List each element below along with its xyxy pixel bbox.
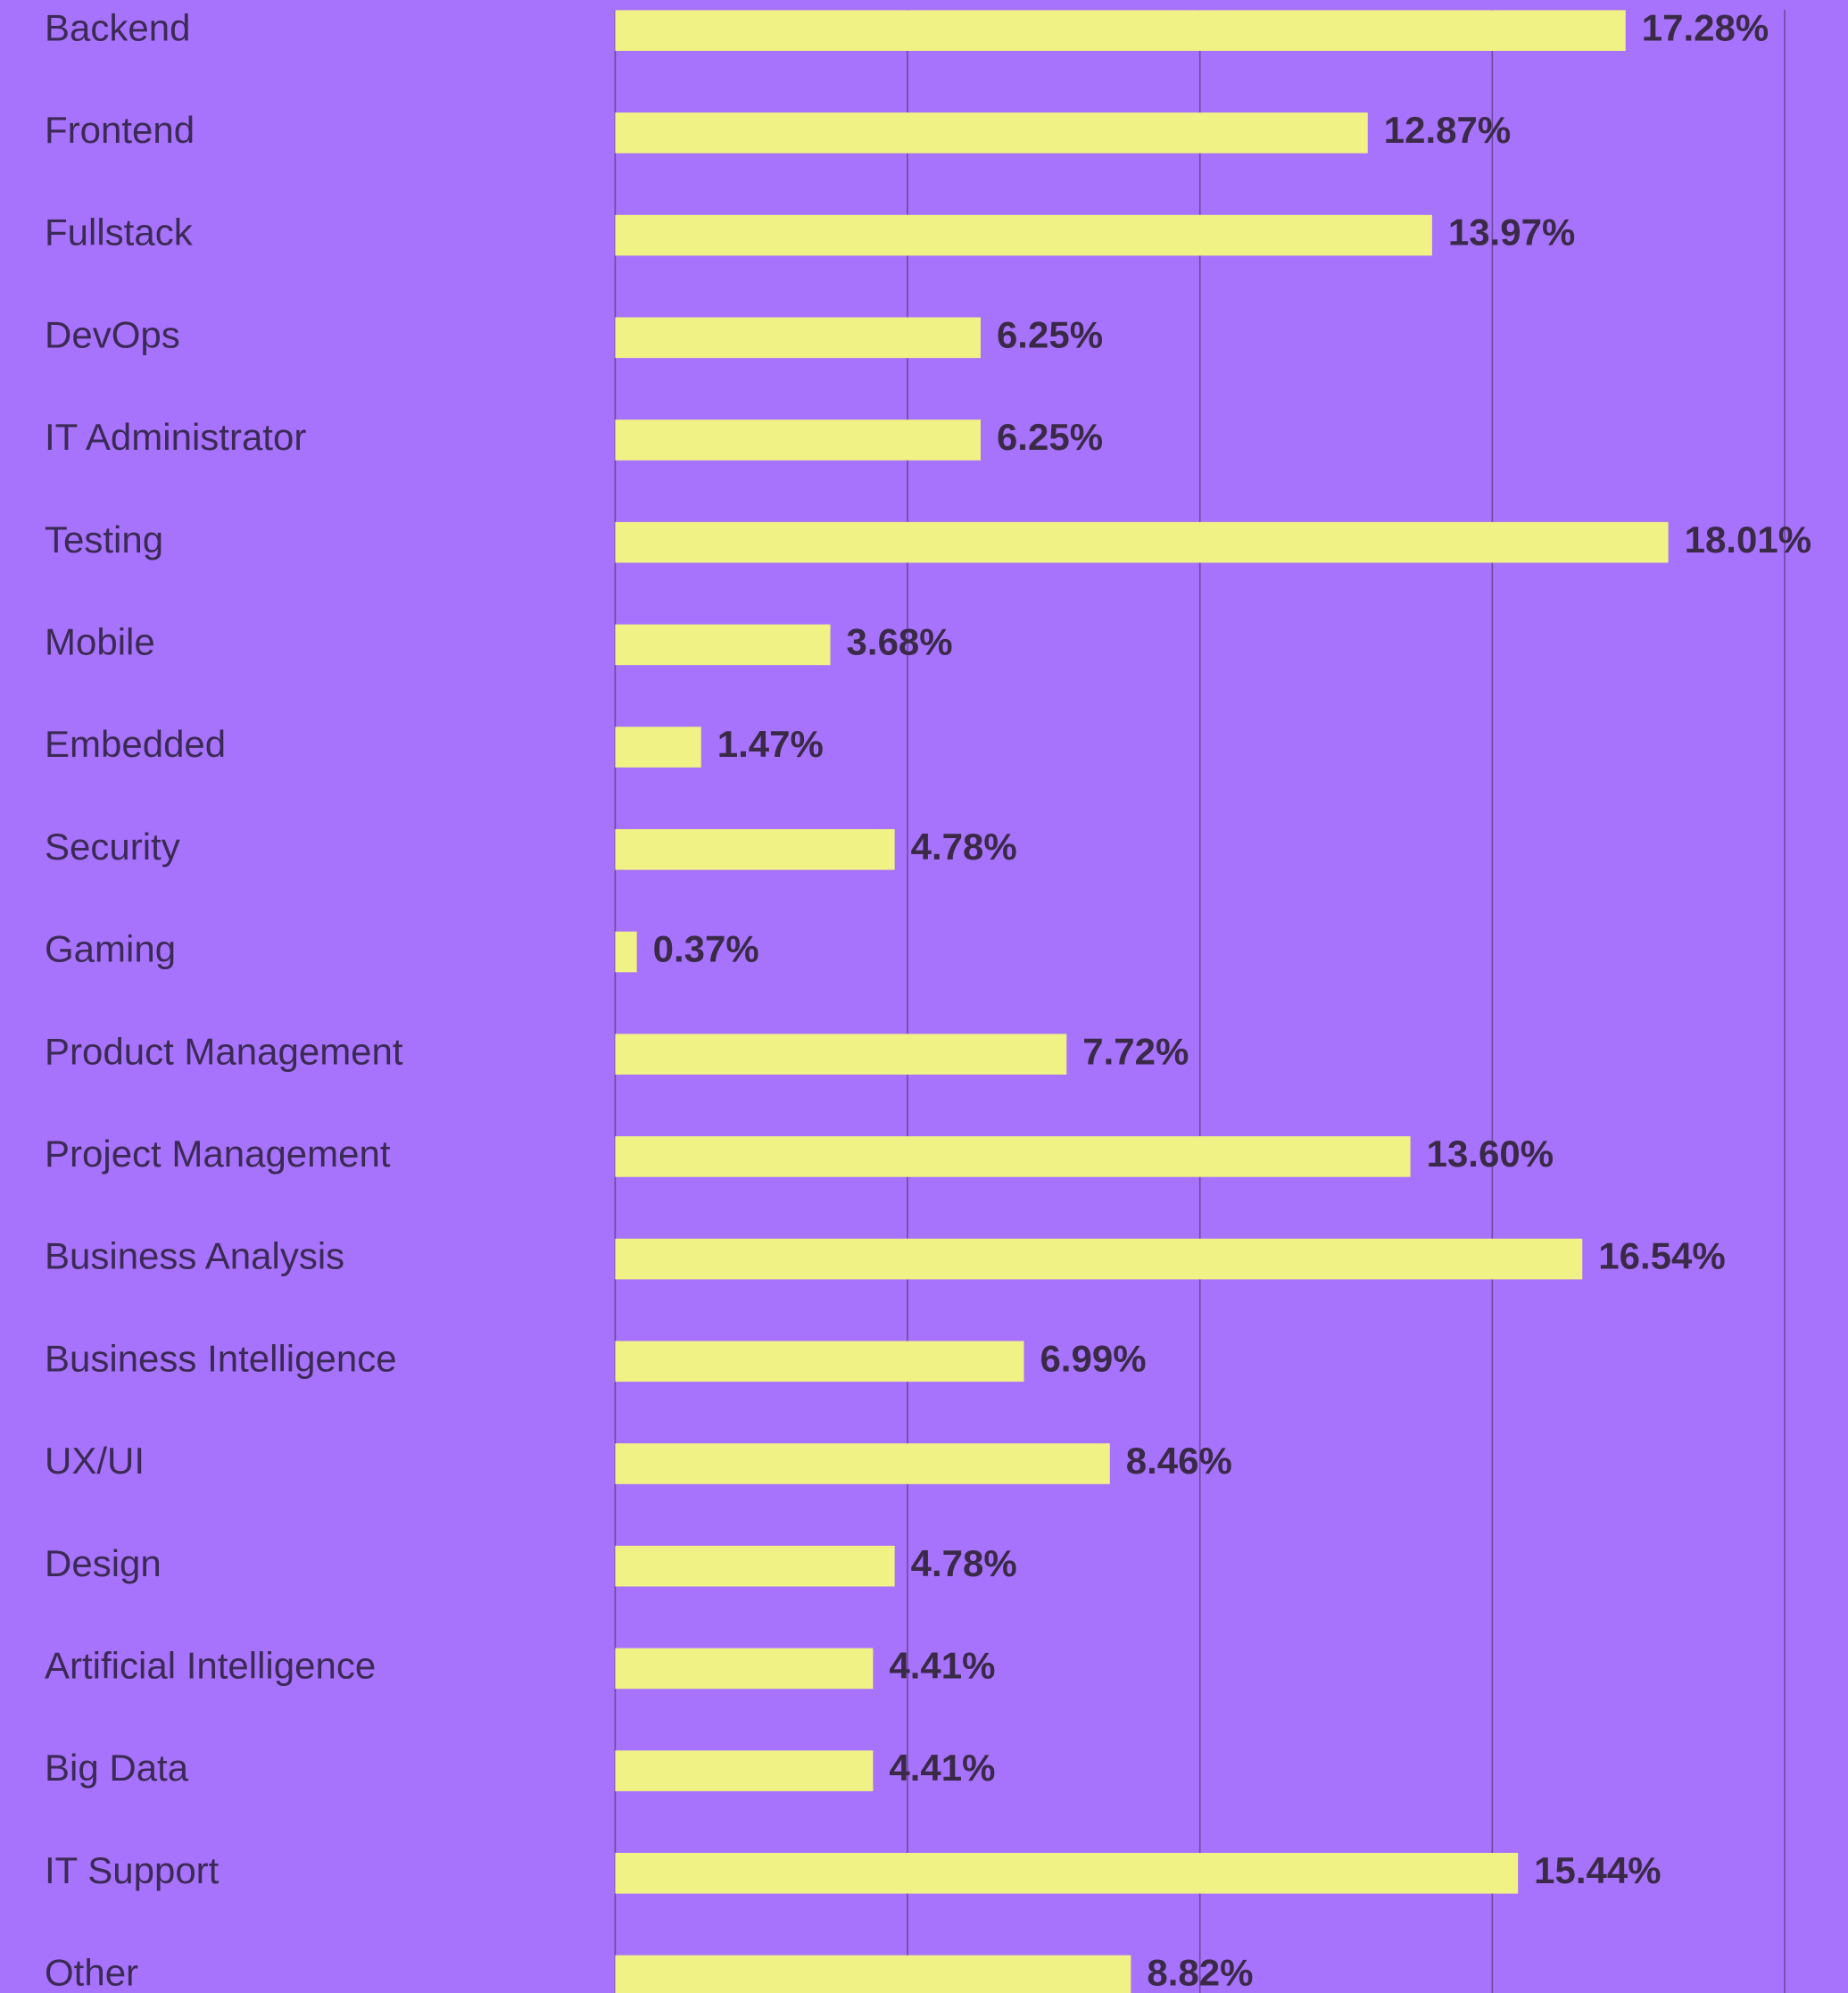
category-label: Embedded — [45, 723, 226, 765]
category-label: Security — [45, 826, 180, 868]
category-label: Business Analysis — [45, 1235, 344, 1277]
value-label: 8.46% — [1126, 1440, 1232, 1482]
category-label: Other — [45, 1952, 138, 1993]
bar — [615, 1545, 895, 1587]
value-label: 1.47% — [717, 723, 824, 765]
category-label: Project Management — [45, 1133, 391, 1175]
bar — [615, 1955, 1131, 1993]
bar — [615, 1034, 1067, 1075]
value-label: 17.28% — [1642, 6, 1769, 48]
value-label: 0.37% — [653, 928, 759, 970]
category-label: Backend — [45, 6, 190, 48]
bar — [615, 521, 1669, 563]
category-label: Fullstack — [45, 212, 194, 253]
bar — [615, 1341, 1024, 1383]
value-label: 12.87% — [1384, 109, 1511, 151]
value-label: 4.78% — [911, 1542, 1017, 1584]
category-label: Design — [45, 1542, 162, 1584]
value-label: 7.72% — [1082, 1030, 1189, 1072]
category-label: Big Data — [45, 1747, 189, 1789]
bar — [615, 624, 831, 666]
value-label: 4.41% — [889, 1644, 995, 1686]
category-label: IT Support — [45, 1849, 220, 1891]
category-label: Gaming — [45, 928, 176, 970]
value-label: 13.60% — [1427, 1133, 1554, 1175]
value-label: 8.82% — [1147, 1952, 1253, 1993]
bar — [615, 214, 1432, 256]
value-label: 6.25% — [997, 313, 1103, 355]
value-label: 16.54% — [1598, 1235, 1725, 1277]
bar — [615, 1238, 1583, 1280]
value-label: 4.78% — [911, 826, 1017, 868]
bar — [615, 727, 701, 768]
value-label: 15.44% — [1534, 1849, 1661, 1891]
value-label: 3.68% — [847, 620, 953, 662]
value-label: 4.41% — [889, 1747, 995, 1789]
category-label: Frontend — [45, 109, 195, 151]
bar — [615, 10, 1626, 51]
bar — [615, 1750, 874, 1791]
category-label: Product Management — [45, 1030, 403, 1072]
bar — [615, 317, 981, 359]
bar — [615, 1136, 1411, 1177]
bar — [615, 829, 895, 870]
category-label: Testing — [45, 519, 163, 561]
bar — [615, 112, 1368, 154]
bar — [615, 1648, 874, 1690]
category-label: Artificial Intelligence — [45, 1644, 376, 1686]
bar — [615, 931, 637, 973]
category-label: UX/UI — [45, 1440, 145, 1482]
bar — [615, 1853, 1519, 1894]
bar — [615, 1443, 1110, 1484]
category-label: Mobile — [45, 620, 155, 662]
value-label: 6.25% — [997, 416, 1103, 458]
category-label: DevOps — [45, 313, 180, 355]
category-label: Business Intelligence — [45, 1337, 397, 1379]
value-label: 18.01% — [1685, 519, 1811, 561]
bar — [615, 419, 981, 461]
category-label: IT Administrator — [45, 416, 306, 458]
value-label: 13.97% — [1448, 212, 1575, 253]
value-label: 6.99% — [1040, 1337, 1146, 1379]
